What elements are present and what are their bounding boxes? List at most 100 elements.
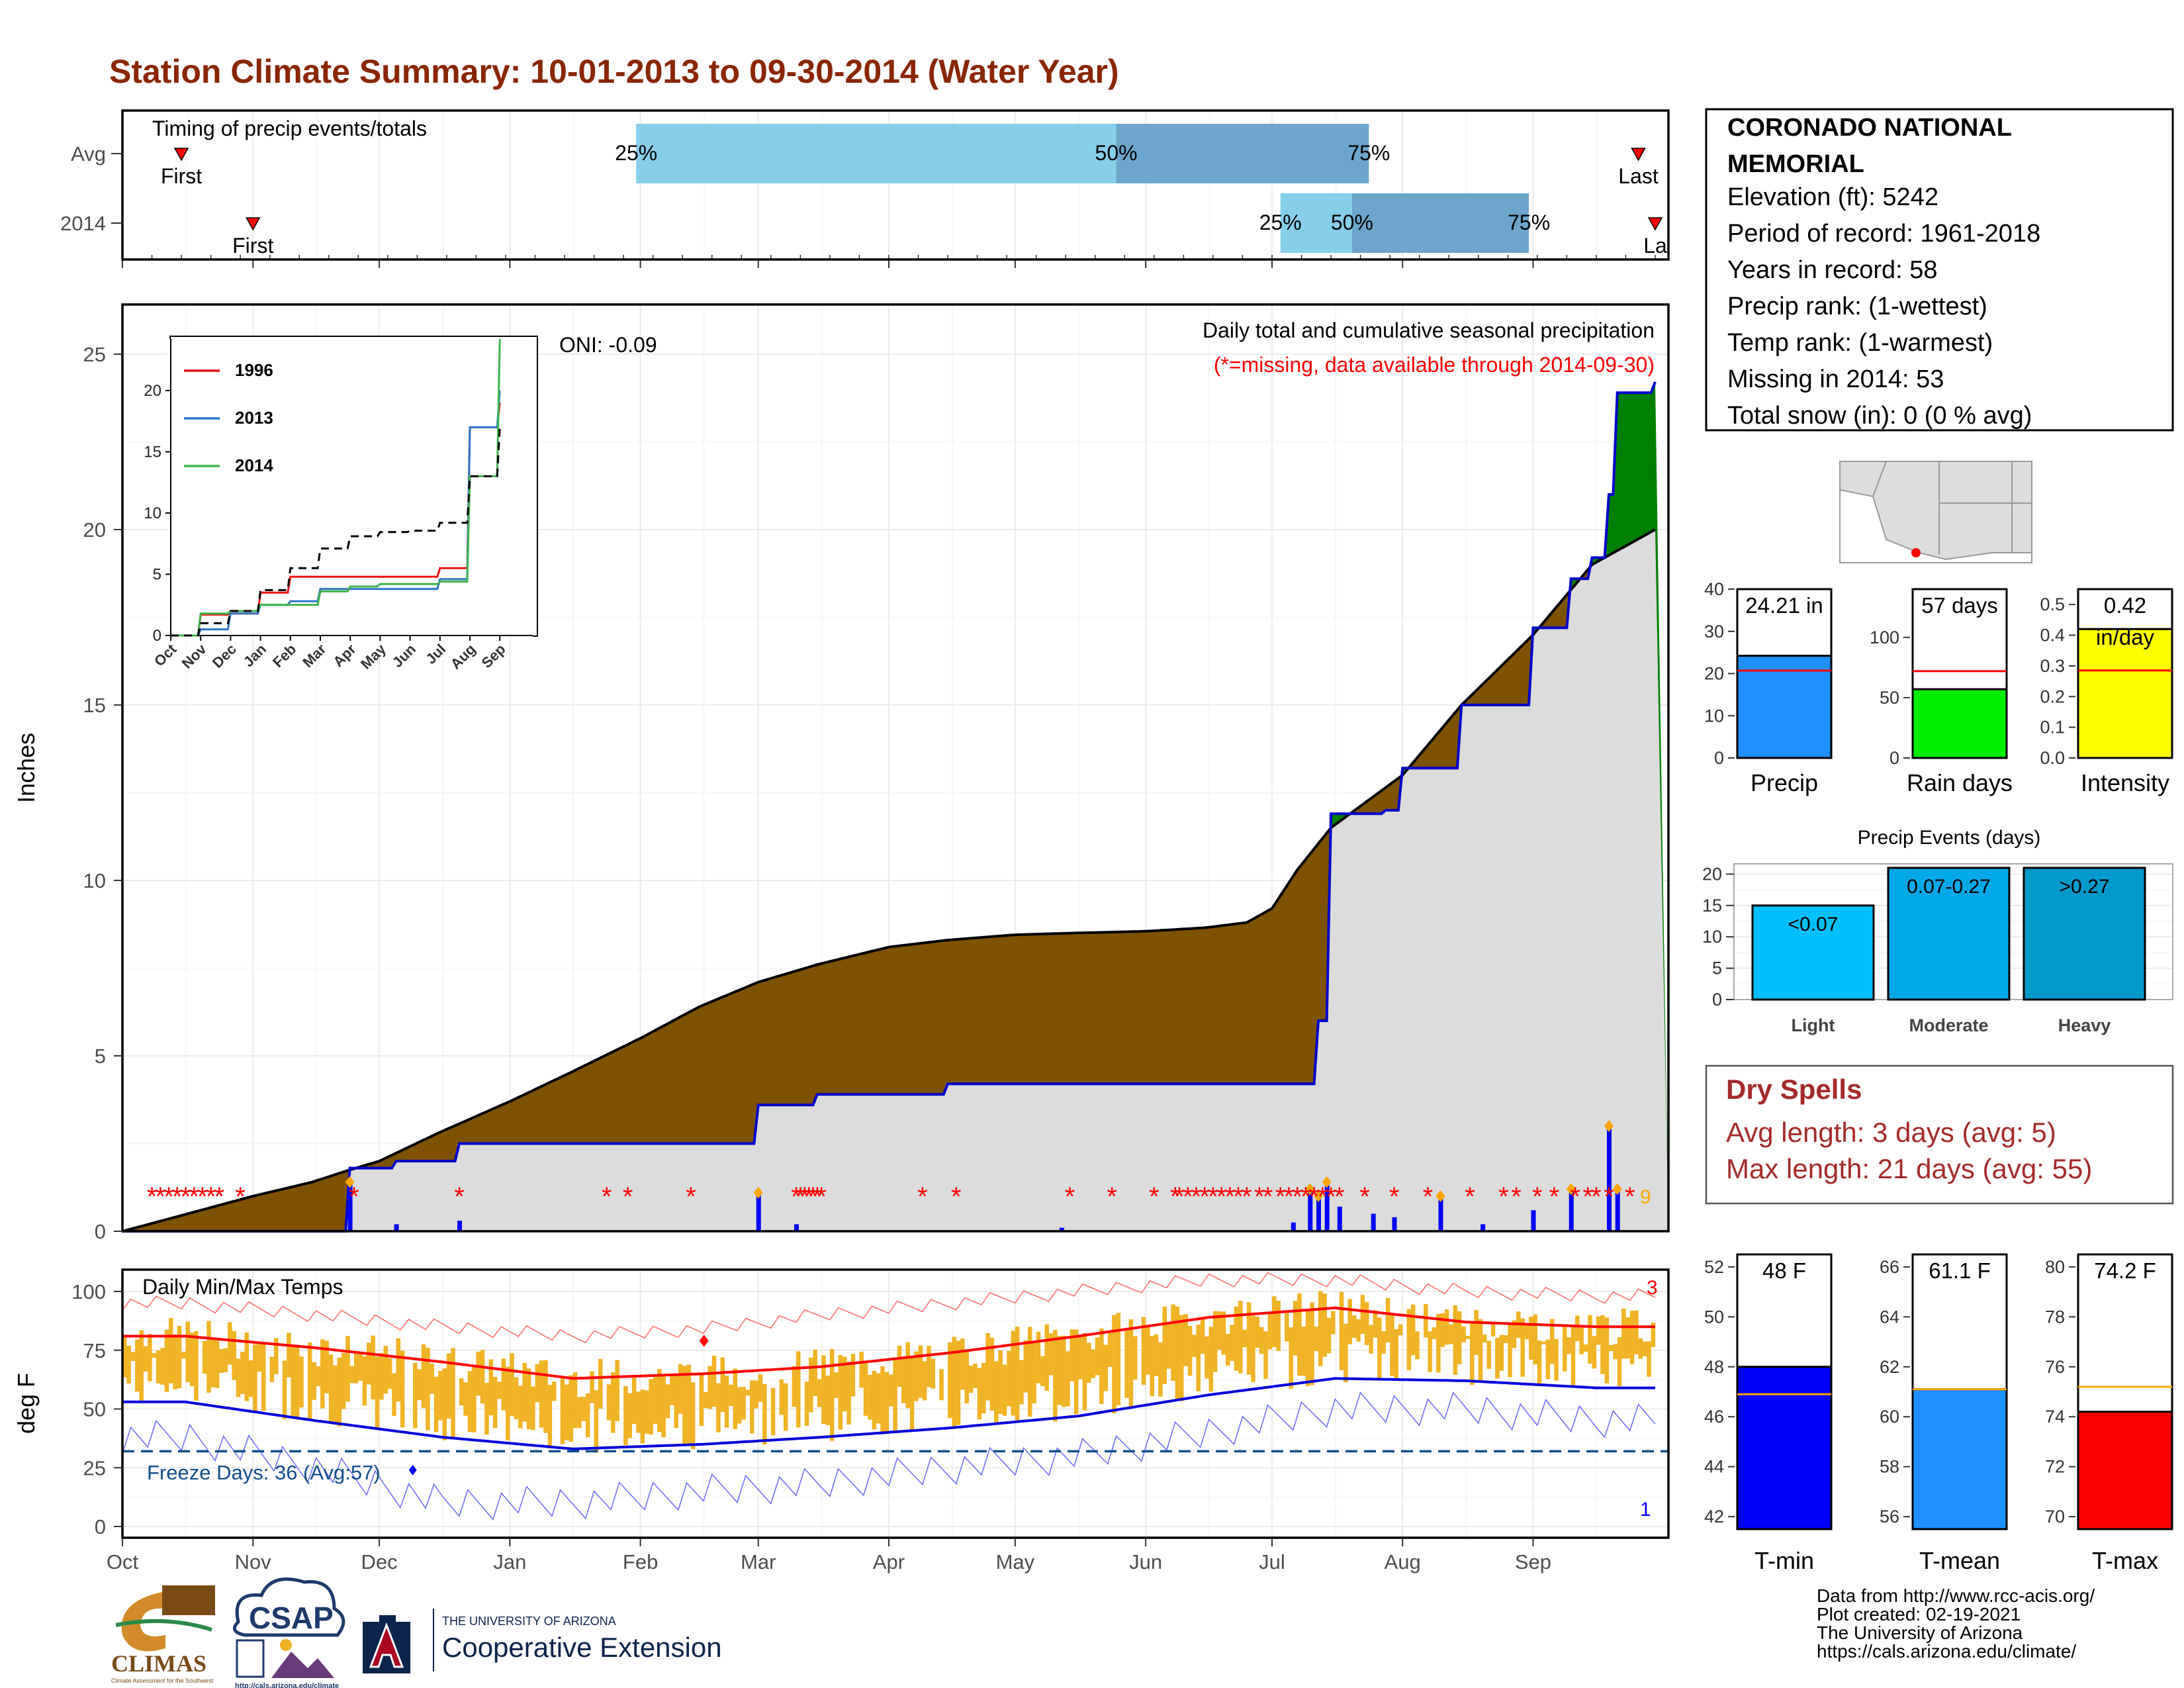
daily-temp-range-bar [1238,1301,1243,1374]
events-category-label: Moderate [1909,1015,1988,1035]
daily-temp-range-bar [1276,1301,1281,1351]
value-label: 61.1 F [1929,1258,1991,1283]
value-bar [2077,1411,2173,1530]
daily-temp-range-bar [1638,1338,1643,1359]
ytick-label: 0 [1889,748,1899,768]
ytick-label: 56 [1880,1507,1899,1526]
missing-data-marker: * [1199,1182,1210,1211]
dry-spells-title: Dry Spells [1726,1074,1862,1105]
daily-temp-range-bar [1023,1340,1028,1393]
daily-temp-range-bar [497,1382,502,1399]
tmean-panel: 56 58 60 62 64 66 61.1 F T-mean [1880,1253,2008,1574]
missing-data-marker: * [1233,1182,1244,1211]
daily-temp-range-bar [1651,1323,1656,1348]
daily-temp-range-bar [964,1352,970,1404]
daily-temp-range-bar [649,1379,653,1435]
missing-data-marker: * [1284,1182,1295,1211]
daily-temp-range-bar [1549,1319,1555,1364]
daily-temp-range-bar [189,1333,195,1387]
timing-row-2014: 2014 [60,212,106,235]
daily-temp-range-bar [973,1363,978,1388]
daily-temp-range-bar [480,1350,485,1404]
daily-temp-range-bar [1187,1326,1193,1376]
first-event-label: First [232,234,273,258]
daily-temp-range-bar [1200,1318,1205,1354]
observed-cumulative-line [122,381,1657,1233]
daily-max-marker [1604,1120,1614,1132]
daily-temp-range-bar [1230,1325,1234,1361]
missing-data-marker: * [623,1182,633,1211]
daily-temp-range-bar [750,1380,754,1434]
ytick-label: 78 [2045,1307,2065,1327]
daily-temp-range-bar [345,1336,350,1402]
missing-data-marker: * [799,1182,810,1211]
daily-temp-range-bar [1339,1291,1344,1370]
daily-temp-range-bar [484,1383,489,1435]
daily-precip-bar [1371,1213,1376,1231]
missing-data-marker: * [155,1182,165,1211]
daily-temp-range-bar [893,1358,897,1432]
daily-temp-range-bar [299,1356,304,1408]
inset-ytick-label: 20 [144,382,161,400]
ytick-label: 100 [1870,628,1899,647]
daily-temp-range-bar [1537,1340,1542,1383]
daily-temp-range-bar [661,1376,666,1438]
missing-data-marker: * [1318,1182,1328,1211]
ytick-label: 30 [1704,622,1724,641]
events-ytick-label: 10 [1702,927,1722,947]
csap-url: http://cals.arizona.edu/climate [235,1682,339,1688]
daily-temp-range-bar [704,1391,708,1409]
daily-temp-range-bar [821,1355,826,1425]
daily-temp-range-bar [269,1356,275,1382]
daily-temp-range-bar [640,1389,645,1444]
timing-label-75: 75% [1347,141,1390,165]
daily-temp-range-bar [1453,1305,1458,1375]
daily-temp-range-bar [581,1397,586,1421]
avg-max-line [122,1306,1655,1380]
missing-data-marker: * [181,1182,191,1211]
daily-temp-range-bar [526,1368,531,1430]
daily-temp-range-bar [998,1350,1003,1414]
missing-data-marker: * [1208,1182,1218,1211]
daily-temp-range-bar [590,1371,594,1403]
record-high-count: 3 [1647,1277,1658,1299]
daily-temp-range-bar [168,1317,173,1383]
missing-data-marker: * [1389,1182,1400,1211]
climas-subtext: Climate Assessment for the Southwest [111,1677,214,1684]
missing-data-marker: * [214,1182,225,1211]
daily-temp-range-bar [139,1330,144,1403]
daily-precip-bar [1291,1222,1296,1231]
events-bar-label: >0.27 [2060,876,2110,898]
daily-temp-range-bar [611,1372,615,1433]
daily-precip-bar [394,1224,399,1231]
daily-temp-range-bar [472,1366,477,1432]
daily-temp-range-bar [156,1350,161,1383]
daily-temp-range-bar [467,1371,473,1432]
temperature-panel: 0 25 50 75 100 deg F Daily Min/Max Temps Fre… [13,1268,1670,1539]
daily-temp-range-bar [1356,1319,1361,1342]
daily-temp-range-bar [884,1372,889,1434]
daily-temp-range-bar [1226,1333,1230,1366]
first-event-marker [173,148,189,162]
daily-temp-range-bar [261,1344,266,1411]
month-label: Sep [1515,1550,1551,1573]
events-bar-label: <0.07 [1788,914,1839,935]
daily-temp-range-bar [711,1356,717,1407]
missing-data-marker: * [1292,1182,1302,1211]
daily-temp-range-bar [1073,1329,1079,1415]
events-category-label: Heavy [2058,1015,2111,1035]
temp-rank: Temp rank: (1-warmest) [1727,329,1993,357]
panel-label: T-mean [1919,1547,2000,1574]
record-high-marker [699,1335,709,1347]
daily-temp-range-bar [1424,1304,1428,1338]
daily-temp-range-bar [1541,1341,1546,1344]
inset-ytick-label: 15 [144,444,161,461]
timing-panel: 25% 50% 75% First Last 25% 50% 75% First La Timin… [60,109,1670,268]
missing-data-marker: * [454,1182,465,1211]
temp-ytick-label: 75 [83,1339,106,1362]
dry-spells-avg: Avg length: 3 days (avg: 5) [1726,1117,2056,1148]
events-bar-label: 0.07-0.27 [1907,876,1991,898]
daily-temp-range-bar [1486,1340,1491,1369]
daily-temp-range-bar [737,1387,742,1424]
daily-temp-range-bar [206,1321,211,1393]
